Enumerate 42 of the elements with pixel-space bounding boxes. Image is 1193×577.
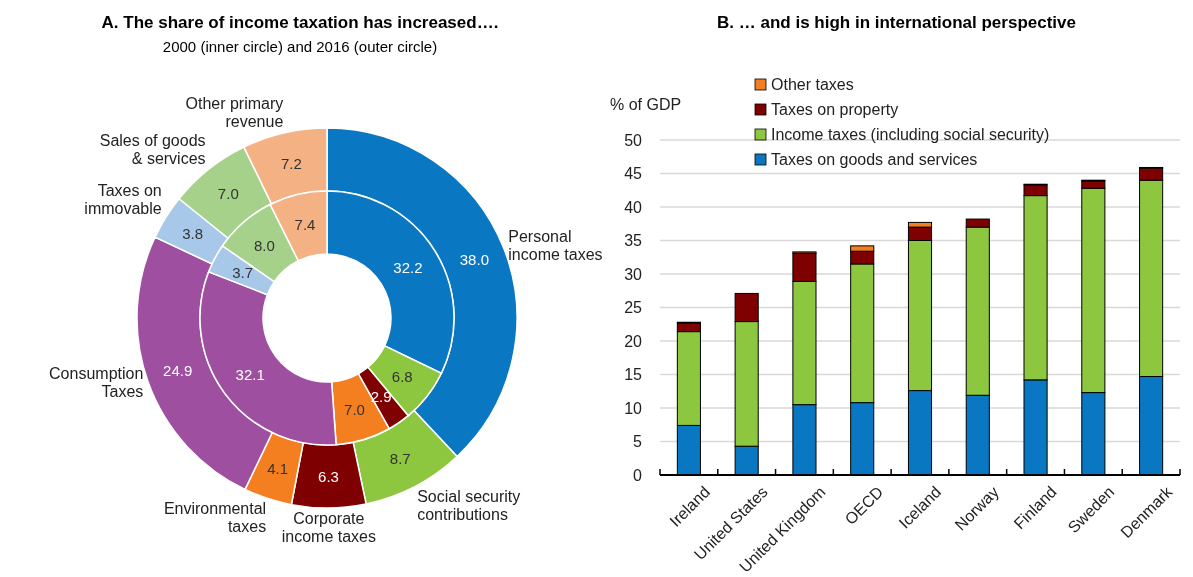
- data-label: 7.2: [281, 154, 302, 172]
- data-label: 7.4: [294, 216, 316, 234]
- data-label: 32.2: [393, 258, 423, 276]
- y-tick-label: 50: [624, 131, 643, 149]
- data-label: 38.0: [459, 250, 489, 268]
- data-label: 4.1: [267, 459, 288, 477]
- chart-title: B. … and is high in international perspective: [717, 13, 1076, 32]
- y-tick-label: 15: [624, 366, 643, 384]
- y-tick-label: 25: [624, 299, 643, 317]
- slice-label: Other primary revenue: [185, 94, 284, 130]
- slice-label: Social security contributions: [417, 487, 521, 523]
- data-label: 8.0: [253, 237, 275, 255]
- y-axis-title: % of GDP: [610, 96, 682, 113]
- y-tick-label: 30: [624, 265, 643, 283]
- y-tick-label: 0: [633, 466, 643, 484]
- legend-label: Other taxes: [771, 76, 854, 93]
- chart-subtitle: 2000 (inner circle) and 2016 (outer circle): [162, 38, 438, 55]
- y-tick-label: 10: [624, 399, 643, 417]
- legend-label: Taxes on property: [771, 101, 899, 118]
- chart-title: A. The share of income taxation has increased….: [101, 13, 499, 32]
- data-label: 32.1: [235, 365, 265, 383]
- data-label: 8.7: [389, 449, 411, 467]
- slice-label: Consumption Taxes: [49, 365, 144, 401]
- data-label: 3.7: [232, 264, 254, 282]
- slice-label: Sales of goods & services: [99, 132, 206, 168]
- data-label: 6.8: [391, 368, 413, 386]
- y-tick-label: 5: [633, 433, 643, 451]
- data-label: 7.0: [344, 400, 365, 418]
- y-tick-label: 40: [624, 198, 643, 216]
- slice-label: Taxes on immovable: [84, 181, 162, 217]
- data-label: 24.9: [163, 362, 193, 380]
- y-tick-label: 20: [624, 332, 643, 350]
- data-label: 6.3: [318, 467, 339, 485]
- slice-label: Personal income taxes: [508, 228, 603, 264]
- data-label: 3.8: [182, 225, 204, 243]
- y-tick-label: 45: [624, 165, 643, 183]
- data-label: 7.0: [217, 185, 239, 203]
- legend-label: Income taxes (including social security): [771, 126, 1050, 143]
- legend-label: Taxes on goods and services: [771, 151, 978, 168]
- slice-label: Corporate income taxes: [281, 509, 376, 545]
- y-tick-label: 35: [624, 232, 643, 250]
- slice-label: Environmental taxes: [163, 500, 267, 536]
